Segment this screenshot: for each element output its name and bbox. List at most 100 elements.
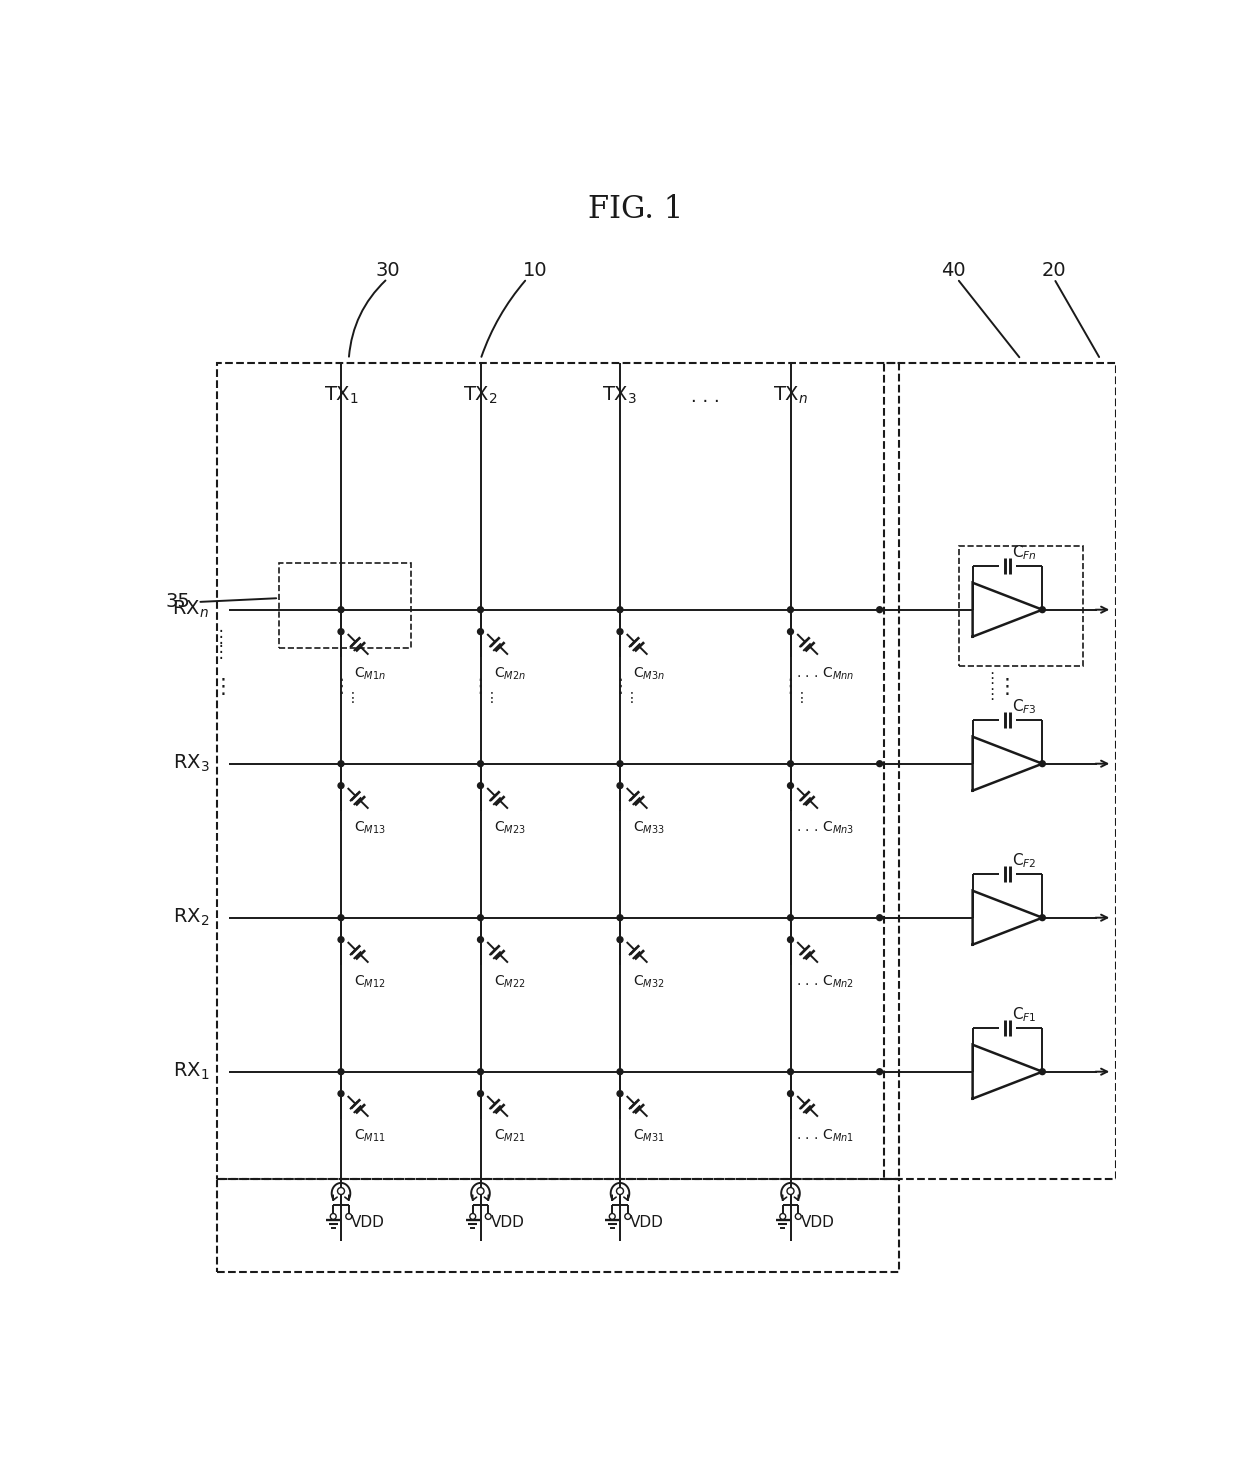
Text: VDD: VDD	[491, 1214, 525, 1231]
Text: 10: 10	[522, 261, 547, 280]
Text: C$_{Fn}$: C$_{Fn}$	[1012, 544, 1037, 561]
Text: TX$_1$: TX$_1$	[324, 385, 358, 406]
Text: C$_{M11}$: C$_{M11}$	[355, 1127, 386, 1143]
Circle shape	[477, 915, 484, 921]
Circle shape	[618, 1090, 622, 1096]
Text: C$_{M32}$: C$_{M32}$	[634, 973, 665, 989]
Circle shape	[339, 936, 343, 942]
Text: ⋮: ⋮	[213, 677, 233, 696]
Circle shape	[787, 607, 794, 613]
Circle shape	[877, 607, 883, 613]
Text: C$_{M12}$: C$_{M12}$	[355, 973, 386, 989]
Circle shape	[339, 782, 343, 788]
Circle shape	[787, 629, 794, 634]
Text: ⋮: ⋮	[331, 677, 351, 696]
Circle shape	[330, 1213, 336, 1219]
Circle shape	[787, 936, 794, 942]
Text: C$_{M22}$: C$_{M22}$	[494, 973, 526, 989]
Circle shape	[618, 915, 622, 921]
Circle shape	[339, 1090, 343, 1096]
Text: C$_{F2}$: C$_{F2}$	[1012, 852, 1037, 869]
Circle shape	[1039, 607, 1045, 613]
Circle shape	[337, 1188, 345, 1195]
Circle shape	[339, 761, 343, 767]
Text: C$_{M23}$: C$_{M23}$	[494, 819, 526, 835]
Circle shape	[477, 936, 484, 942]
Circle shape	[787, 761, 794, 767]
Circle shape	[339, 629, 343, 634]
Circle shape	[625, 1213, 631, 1219]
Text: C$_{M33}$: C$_{M33}$	[634, 819, 665, 835]
Circle shape	[877, 761, 883, 767]
Circle shape	[618, 761, 622, 767]
Circle shape	[477, 1090, 484, 1096]
Bar	[217, 1179, 899, 1272]
Circle shape	[787, 782, 794, 788]
Text: 40: 40	[941, 261, 966, 280]
Text: TX$_3$: TX$_3$	[603, 385, 637, 406]
Text: RX$_3$: RX$_3$	[172, 752, 210, 775]
Bar	[217, 363, 899, 1179]
Text: . . . C$_{Mn1}$: . . . C$_{Mn1}$	[796, 1127, 854, 1143]
Text: ⋮: ⋮	[795, 692, 808, 705]
Text: RX$_2$: RX$_2$	[172, 906, 210, 929]
Circle shape	[1039, 761, 1045, 767]
Text: C$_{M21}$: C$_{M21}$	[494, 1127, 526, 1143]
Text: TX$_n$: TX$_n$	[773, 385, 808, 406]
Text: FIG. 1: FIG. 1	[588, 194, 683, 225]
Text: C$_{F3}$: C$_{F3}$	[1012, 698, 1037, 715]
Bar	[279, 563, 410, 649]
Text: ⋮: ⋮	[997, 677, 1018, 696]
Text: ⋮: ⋮	[781, 677, 800, 696]
Circle shape	[339, 1069, 343, 1075]
Text: . . . C$_{Mnn}$: . . . C$_{Mnn}$	[796, 665, 854, 681]
Circle shape	[787, 1069, 794, 1075]
Bar	[883, 363, 1116, 1179]
Text: 20: 20	[1042, 261, 1066, 280]
Text: C$_{M3n}$: C$_{M3n}$	[634, 665, 665, 681]
Text: . . . C$_{Mn2}$: . . . C$_{Mn2}$	[796, 973, 854, 989]
Circle shape	[477, 607, 484, 613]
Circle shape	[780, 1213, 786, 1219]
Circle shape	[618, 1069, 622, 1075]
Circle shape	[1039, 1069, 1045, 1075]
Text: 35: 35	[166, 592, 191, 612]
Text: C$_{M2n}$: C$_{M2n}$	[494, 665, 526, 681]
Text: . . . C$_{Mn3}$: . . . C$_{Mn3}$	[796, 819, 854, 835]
Circle shape	[477, 761, 484, 767]
Bar	[959, 546, 1084, 666]
Text: RX$_n$: RX$_n$	[172, 598, 210, 621]
Circle shape	[339, 915, 343, 921]
Circle shape	[877, 915, 883, 921]
Text: ⋮: ⋮	[471, 677, 490, 696]
Circle shape	[618, 629, 622, 634]
Text: TX$_2$: TX$_2$	[464, 385, 497, 406]
Text: VDD: VDD	[351, 1214, 384, 1231]
Circle shape	[339, 607, 343, 613]
Text: C$_{M31}$: C$_{M31}$	[634, 1127, 665, 1143]
Text: . . .: . . .	[691, 388, 719, 406]
Text: ⋮: ⋮	[625, 692, 639, 705]
Text: ⋮: ⋮	[212, 628, 229, 646]
Text: ⋮: ⋮	[610, 677, 630, 696]
Circle shape	[787, 1090, 794, 1096]
Circle shape	[346, 1213, 352, 1219]
Text: C$_{M1n}$: C$_{M1n}$	[355, 665, 386, 681]
Circle shape	[787, 915, 794, 921]
Circle shape	[787, 1188, 794, 1195]
Circle shape	[477, 1069, 484, 1075]
Text: 30: 30	[376, 261, 399, 280]
Circle shape	[485, 1213, 491, 1219]
Text: RX$_1$: RX$_1$	[172, 1060, 210, 1083]
Circle shape	[470, 1213, 476, 1219]
Text: VDD: VDD	[801, 1214, 835, 1231]
Text: ⋮: ⋮	[985, 687, 999, 702]
Circle shape	[795, 1213, 801, 1219]
Text: ⋮: ⋮	[485, 692, 498, 705]
Text: ⋮: ⋮	[346, 692, 360, 705]
Circle shape	[609, 1213, 615, 1219]
Circle shape	[618, 607, 622, 613]
Circle shape	[477, 1188, 484, 1195]
Circle shape	[618, 782, 622, 788]
Text: C$_{M13}$: C$_{M13}$	[355, 819, 386, 835]
